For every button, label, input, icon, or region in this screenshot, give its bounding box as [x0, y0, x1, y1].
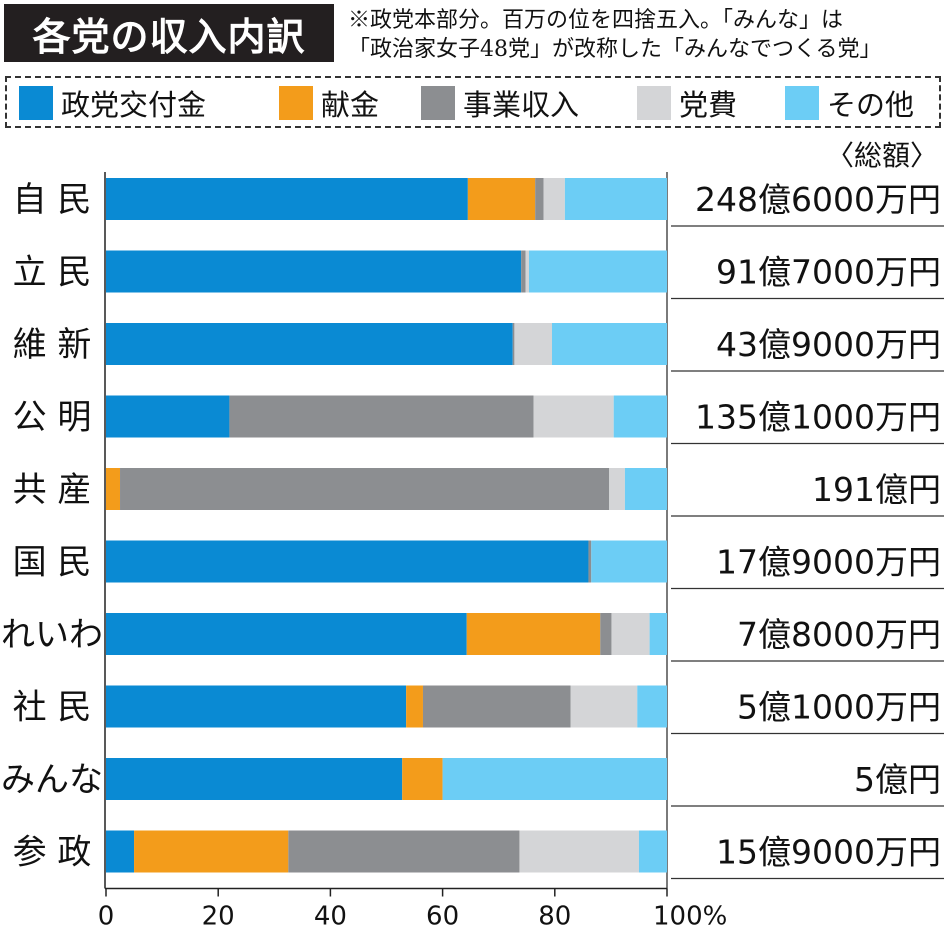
bar-segment [591, 540, 667, 583]
bar-segment [442, 758, 667, 800]
category-label: れいわ [1, 615, 103, 655]
legend-item-other: その他 [785, 86, 914, 122]
category-label: 自 民 [13, 180, 92, 220]
total-label: 7億8000万円 [737, 615, 941, 654]
bar-segment [466, 613, 601, 655]
bar-segment [402, 758, 443, 800]
total-label: 15億9000万円 [716, 833, 941, 872]
bar-segment [637, 685, 667, 728]
bar-segment [512, 323, 515, 365]
footnote-line-1: ※政党本部分。百万の位を四捨五入。「みんな」は [348, 8, 844, 33]
bar-segment [106, 685, 407, 728]
footnote: ※政党本部分。百万の位を四捨五入。「みんな」は 「政治家女子48党」が改称した「… [348, 6, 944, 64]
category-label: 国 民 [13, 543, 92, 583]
x-tick-label: 40 [314, 902, 347, 932]
bar-segment [613, 395, 667, 438]
bar-segment [514, 323, 552, 365]
bar-segment [535, 178, 544, 220]
chart-title: 各党の収入内訳 [4, 4, 334, 62]
bar-segment [600, 613, 612, 655]
legend-item-dues: 党費 [637, 86, 737, 122]
total-label: 191億円 [812, 470, 941, 509]
total-label: 5億1000万円 [737, 688, 941, 727]
bar-segment [106, 540, 589, 583]
x-tick-label: 0 [98, 902, 115, 932]
bar-segment [570, 685, 638, 728]
bar-segment [288, 830, 520, 873]
bar-segment [543, 178, 565, 220]
total-label: 43億9000万円 [716, 325, 941, 364]
x-tick-label: 100% [653, 902, 727, 932]
legend-item-subsidy: 政党交付金 [19, 86, 206, 122]
legend-label-other: その他 [827, 88, 915, 122]
legend-item-donation: 献金 [279, 86, 379, 122]
legend-swatch-donation [279, 86, 313, 120]
bar-segment [525, 250, 529, 293]
bar-segment [533, 395, 614, 438]
bar-segment [422, 685, 571, 728]
legend-swatch-subsidy [19, 86, 53, 120]
bar-segment [106, 395, 230, 438]
bar-segment [649, 613, 667, 655]
bar-segment [611, 613, 650, 655]
x-tick-label: 80 [538, 902, 571, 932]
footnote-line-2: 「政治家女子48党」が改称した「みんなでつくる党」 [348, 37, 882, 62]
category-label: 参 政 [13, 833, 92, 873]
legend-swatch-business [421, 86, 455, 120]
bar-segment [521, 250, 526, 293]
bar-segment [106, 468, 121, 510]
category-label: みんな [1, 760, 103, 800]
bar-segment [106, 250, 522, 293]
bar-segment [106, 613, 467, 655]
bar-segment [528, 250, 667, 293]
bar-segment [564, 178, 667, 220]
bar-segment [638, 830, 667, 873]
total-label: 135億1000万円 [695, 398, 941, 437]
bar-segment [134, 830, 289, 873]
category-label: 共 産 [13, 470, 92, 510]
legend-label-subsidy: 政党交付金 [61, 88, 207, 122]
bar-segment [406, 685, 423, 728]
legend-label-donation: 献金 [321, 88, 380, 122]
legend-swatch-other [785, 86, 819, 120]
bar-segment [519, 830, 639, 873]
category-label: 公 明 [13, 398, 92, 438]
total-label: 91億7000万円 [716, 253, 941, 292]
x-tick-label: 60 [426, 902, 459, 932]
category-label: 社 民 [13, 688, 92, 728]
legend-label-dues: 党費 [679, 88, 738, 122]
bar-segment [120, 468, 610, 510]
bar-segment [229, 395, 534, 438]
bar-segment [467, 178, 536, 220]
legend-item-business: 事業収入 [421, 86, 579, 122]
total-label: 248億6000万円 [695, 180, 941, 219]
total-label: 17億9000万円 [716, 543, 941, 582]
bar-segment [106, 830, 135, 873]
bar-segment [106, 178, 468, 220]
bar-segment [624, 468, 667, 510]
legend-label-business: 事業収入 [463, 88, 580, 122]
bar-segment [106, 758, 403, 800]
category-label: 維 新 [13, 325, 92, 365]
legend-swatch-dues [637, 86, 671, 120]
bar-segment [551, 323, 667, 365]
total-header: 〈総額〉 [826, 139, 939, 172]
x-tick-label: 20 [202, 902, 235, 932]
bar-segment [609, 468, 625, 510]
category-label: 立 民 [13, 253, 92, 293]
total-label: 5億円 [854, 760, 941, 799]
legend: 政党交付金 献金 事業収入 党費 その他 [5, 76, 941, 128]
bar-segment [106, 323, 513, 365]
bar-segment [588, 540, 592, 583]
